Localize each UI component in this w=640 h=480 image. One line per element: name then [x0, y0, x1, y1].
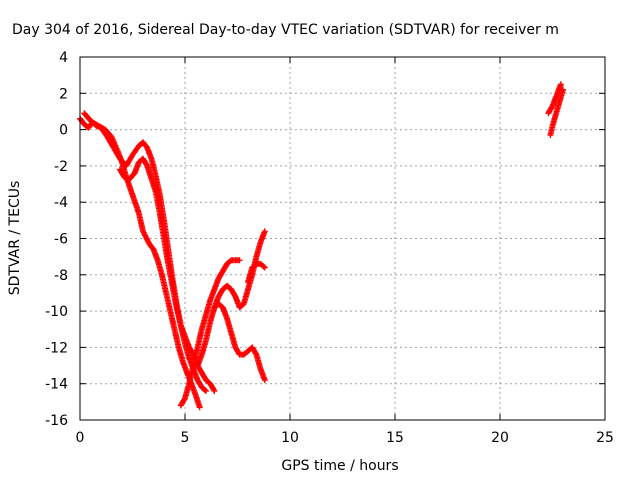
x-axis-label: GPS time / hours	[281, 458, 398, 474]
x-tick-label: 25	[596, 430, 614, 446]
series-trace-9	[545, 81, 564, 117]
data-marks	[77, 81, 566, 411]
data-point	[261, 228, 268, 235]
y-tick-label: -16	[45, 413, 68, 429]
data-point	[236, 257, 243, 264]
data-point	[211, 387, 218, 394]
series-trace-4	[177, 257, 243, 409]
y-tick-label: -4	[54, 195, 68, 211]
y-tick-label: -12	[45, 340, 68, 356]
y-tick-label: -14	[45, 377, 68, 393]
x-tick-label: 0	[76, 430, 85, 446]
series-trace-5	[194, 228, 268, 369]
data-point	[201, 387, 208, 394]
series-trace-7	[245, 260, 268, 286]
x-axis-ticks: 0 5 10 15 20 25	[76, 57, 614, 446]
data-point	[210, 386, 217, 393]
series-trace-8	[547, 86, 566, 139]
grid	[80, 57, 605, 420]
data-point	[557, 81, 564, 88]
data-point	[181, 396, 188, 403]
y-tick-label: -10	[45, 304, 68, 320]
y-axis-label: SDTVAR / TECUs	[7, 181, 23, 296]
y-tick-label: -2	[54, 159, 68, 175]
y-tick-label: -6	[54, 232, 68, 248]
y-tick-label: 2	[59, 86, 68, 102]
data-point	[196, 404, 203, 411]
y-tick-label: -8	[54, 268, 68, 284]
series-trace-6	[211, 300, 268, 384]
data-point	[203, 387, 209, 394]
series-trace-3	[116, 155, 218, 394]
y-axis-ticks: -16 -14 -12 -10 -8 -6 -4 -2 0 2 4	[45, 50, 605, 429]
data-point	[252, 350, 259, 357]
x-tick-label: 20	[491, 430, 509, 446]
y-tick-label: 0	[59, 123, 68, 139]
y-tick-label: 4	[59, 50, 68, 66]
data-point	[261, 264, 268, 271]
x-tick-label: 15	[386, 430, 404, 446]
data-point	[261, 377, 268, 384]
chart-title: Day 304 of 2016, Sidereal Day-to-day VTE…	[12, 22, 559, 38]
x-tick-label: 10	[281, 430, 299, 446]
x-tick-label: 5	[181, 430, 190, 446]
data-point	[260, 263, 267, 270]
